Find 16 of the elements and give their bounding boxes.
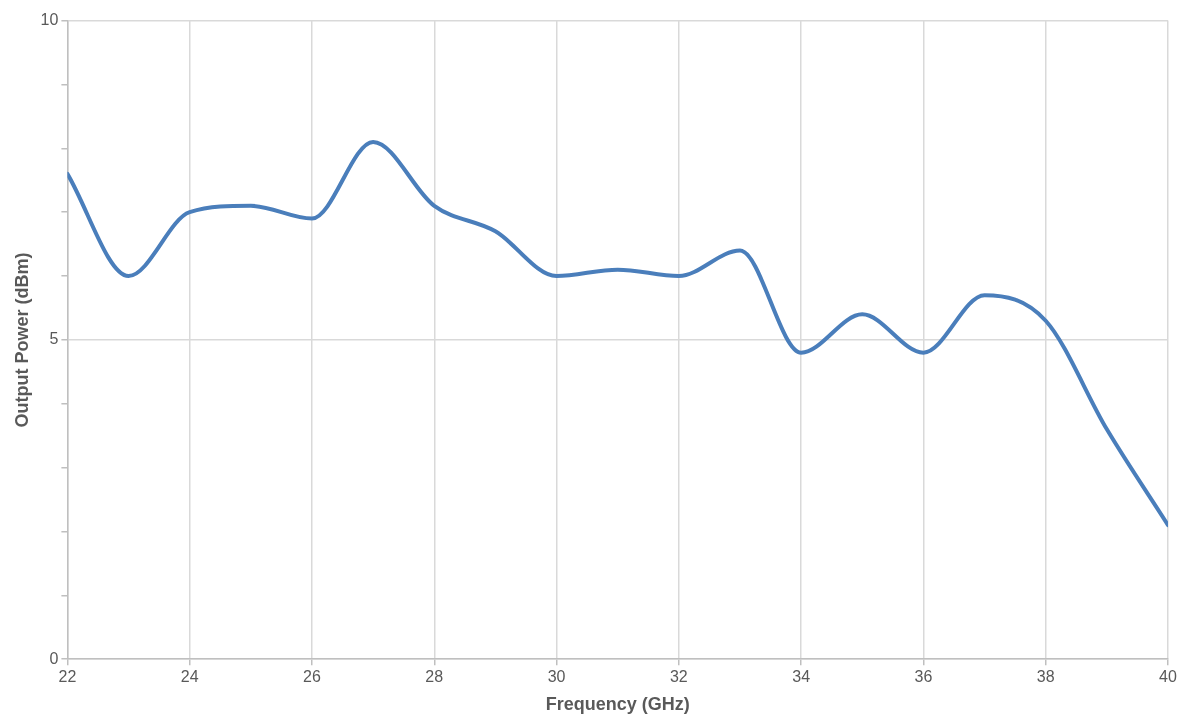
y-tick-label: 10 (40, 11, 59, 29)
x-tick-label: 28 (425, 668, 444, 686)
x-tick-label: 38 (1036, 668, 1055, 686)
x-tick-label: 30 (547, 668, 566, 686)
y-tick-label: 0 (49, 649, 59, 667)
x-tick-label: 26 (303, 668, 321, 686)
y-tick-label: 5 (49, 330, 59, 348)
line-series (67, 139, 1168, 528)
y-axis-title: Output Power (dBm) (11, 252, 32, 428)
x-tick-label: 22 (58, 668, 77, 686)
x-axis-title: Frequency (GHz) (545, 694, 690, 715)
x-tick-label: 24 (180, 668, 199, 686)
x-tick-label: 40 (1159, 668, 1177, 686)
x-tick-label: 36 (914, 668, 933, 686)
x-tick-label: 34 (792, 668, 811, 686)
x-tick-label: 32 (669, 668, 688, 686)
